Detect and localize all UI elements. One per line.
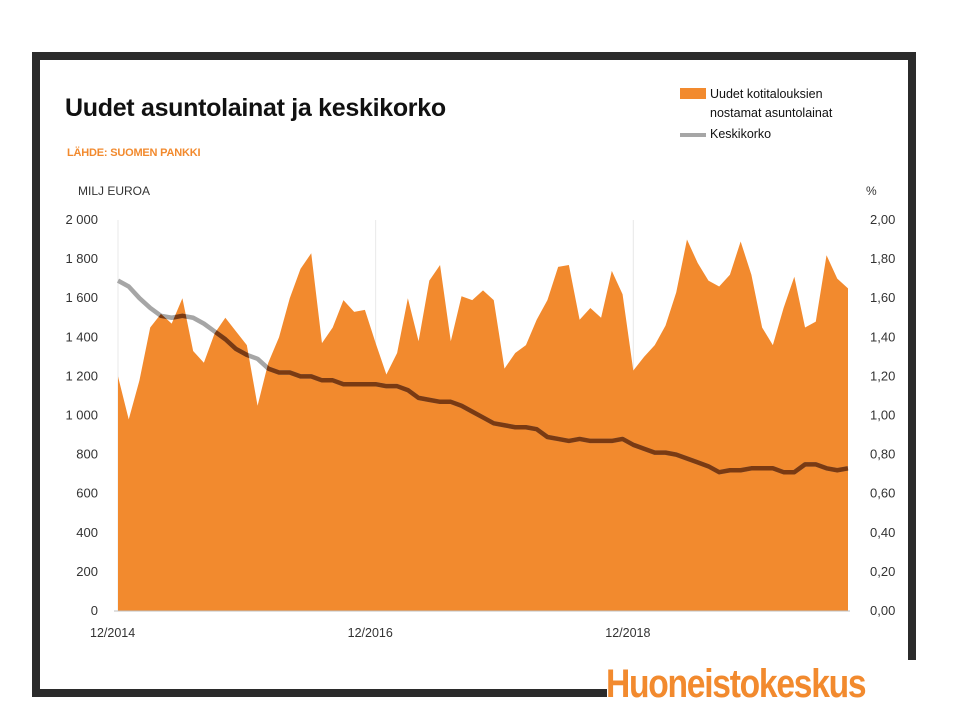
y-right-tick-label: 1,80 — [870, 251, 895, 266]
series-line-rate-inner — [118, 278, 848, 475]
y-right-tick-label: 2,00 — [870, 212, 895, 227]
brand-logo: Huoneistokeskus — [606, 662, 867, 706]
legend-swatch-area — [680, 88, 706, 99]
legend-label-rate: Keskikorko — [710, 127, 772, 141]
legend-item-rate: Keskikorko — [680, 125, 870, 144]
x-tick-label: 12/2018 — [605, 626, 650, 640]
series-area-loans — [118, 239, 848, 612]
chart-title: Uudet asuntolainat ja keskikorko — [65, 94, 446, 122]
legend-label-loans: Uudet kotitalouksien nostamat asuntolain… — [710, 87, 833, 120]
y-right-tick-label: 1,00 — [870, 408, 895, 423]
y-right-tick-label: 0,00 — [870, 603, 895, 618]
y-right-tick-label: 0,40 — [870, 525, 895, 540]
y-left-tick-label: 2 000 — [65, 212, 98, 227]
chart-canvas: 0 200 400 600 800 1 000 1 200 1 400 1 600 1 800 2 … — [32, 52, 916, 697]
y-left-tick-label: 400 — [76, 525, 98, 540]
y-left-tick-label: 200 — [76, 564, 98, 579]
x-tick-label: 12/2016 — [348, 626, 393, 640]
x-tick-label: 12/2014 — [90, 626, 135, 640]
legend-item-loans: Uudet kotitalouksien nostamat asuntolain… — [680, 85, 870, 123]
y-right-tick-label: 1,40 — [870, 329, 895, 344]
left-axis-unit: MILJ EUROA — [78, 184, 151, 198]
y-left-tick-label: 1 000 — [65, 408, 98, 423]
y-right-tick-label: 1,60 — [870, 290, 895, 305]
y-right-tick-label: 1,20 — [870, 368, 895, 383]
y-left-tick-label: 0 — [91, 603, 98, 618]
y-right-tick-label: 0,20 — [870, 564, 895, 579]
y-left-tick-label: 800 — [76, 447, 98, 462]
y-left-tick-label: 600 — [76, 486, 98, 501]
legend-swatch-line — [680, 133, 706, 137]
frame-border — [32, 52, 916, 697]
y-left-tick-label: 1 800 — [65, 251, 98, 266]
y-right-tick-label: 0,60 — [870, 486, 895, 501]
y-left-tick-label: 1 400 — [65, 329, 98, 344]
legend: Uudet kotitalouksien nostamat asuntolain… — [680, 85, 870, 146]
y-left-tick-label: 1 200 — [65, 368, 98, 383]
chart-source: LÄHDE: SUOMEN PANKKI — [67, 147, 201, 159]
chart-frame: 0 200 400 600 800 1 000 1 200 1 400 1 600 1 800 2 … — [32, 52, 916, 698]
right-axis-unit: % — [866, 184, 877, 198]
y-right-tick-label: 0,80 — [870, 447, 895, 462]
y-left-tick-label: 1 600 — [65, 290, 98, 305]
